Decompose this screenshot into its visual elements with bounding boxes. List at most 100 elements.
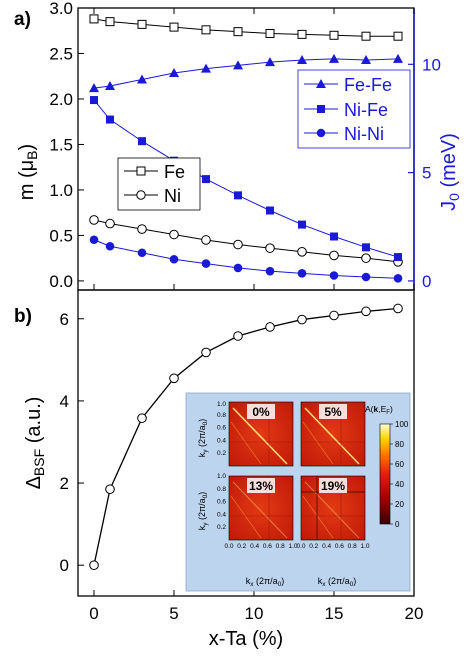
y-tick-label-b: 0	[60, 556, 69, 575]
y-tick-label-b: 2	[60, 474, 69, 493]
data-point-ni-fe	[234, 191, 242, 200]
legend-marker-ni	[136, 190, 146, 200]
inset-y-tick-label: 0.8	[217, 486, 226, 493]
data-point-ni-ni	[329, 271, 339, 280]
y-tick-label-a: 0.0	[49, 272, 73, 291]
panel-a-y-ticks: 0.0 0.5 1.0 1.5 2.0 2.5 3.0	[49, 0, 84, 291]
panel-a: 0.0 0.5 1.0 1.5 2.0 2.5 3.0 0 5 10 a) m (μB) J0 …	[14, 0, 462, 291]
inset-y-tick-label: 0.2	[217, 450, 226, 457]
legend-marker-fefe	[316, 79, 326, 88]
y2-tick-label-a: 10	[422, 55, 441, 74]
data-point-delta-bsf	[169, 373, 179, 384]
inset-x-tick-label: 0.8	[348, 543, 357, 550]
data-point-delta-bsf	[89, 560, 99, 570]
inset-x-tick-label: 0.4	[250, 543, 259, 550]
x-tick-label-b: 15	[325, 604, 344, 623]
data-point-ni-ni	[105, 241, 115, 251]
panel-a-series	[89, 14, 403, 283]
data-point-fe-fe	[137, 74, 147, 84]
inset-ky-label-top: ky (2π/a0)	[197, 419, 209, 458]
data-point-fe	[297, 29, 307, 39]
legend-box	[117, 157, 201, 211]
data-point-ni-fe	[394, 253, 402, 262]
data-point-delta-bsf	[361, 306, 371, 317]
data-point-fe	[169, 22, 179, 32]
inset: 0%0.20.40.60.81.05%13%0.20.40.60.81.00.0…	[185, 392, 411, 592]
y-tick-label-a: 0.5	[49, 226, 73, 245]
legend-fe-ni: Fe Ni	[117, 157, 201, 211]
map-label: 19%	[321, 479, 345, 493]
legend-label-ni: Ni	[164, 186, 181, 206]
x-axis-label: x-Ta (%)	[209, 628, 283, 650]
band-feature	[302, 421, 334, 465]
data-point-ni-fe	[330, 232, 338, 241]
inset-maps: 0%0.20.40.60.81.05%13%0.20.40.60.81.00.0…	[217, 401, 370, 550]
map-label-box	[247, 404, 275, 419]
x-tick-label-b: 10	[245, 604, 264, 623]
y-tick-label-b: 4	[60, 392, 69, 411]
panel-b-y-ticks: 0 2 4 6	[60, 310, 84, 575]
map-label: 13%	[249, 479, 273, 493]
band-feature	[304, 481, 360, 539]
data-point-ni-ni	[297, 269, 307, 278]
colorbar-ticks: 100 80 60 40 20 0	[390, 420, 409, 529]
y-axis-label-m: m (μB)	[16, 144, 40, 200]
panel-label-a: a)	[14, 9, 31, 30]
inset-y-tick-label: 0.2	[217, 524, 226, 531]
data-point-ni-ni	[361, 272, 371, 282]
inset-y-tick-label: 0.4	[217, 511, 226, 518]
band-feature	[232, 407, 288, 465]
data-point-delta-bsf	[137, 413, 147, 423]
data-point-ni-ni	[169, 254, 179, 264]
data-point-ni-ni	[89, 235, 99, 245]
data-point-fe	[201, 25, 211, 35]
y-tick-label-b: 6	[60, 310, 69, 329]
data-point-fe-fe	[89, 83, 99, 93]
y-tick-label-a: 2.0	[49, 90, 73, 109]
map-label-box	[319, 478, 347, 493]
data-point-ni-ni	[137, 248, 147, 258]
legend-jij: Fe-Fe Ni-Fe Ni-Ni	[297, 69, 411, 149]
data-point-fe-fe	[265, 57, 275, 67]
inset-x-tick-label: 0.0	[224, 543, 233, 550]
panel-b-x-ticks: 0 5 10 15 20	[89, 590, 423, 623]
inset-x-tick-label: 0.8	[276, 543, 285, 550]
inset-y-tick-label: 0.8	[217, 412, 226, 419]
data-point-ni-ni	[265, 266, 275, 276]
data-point-delta-bsf	[233, 331, 243, 341]
data-point-fe-fe	[329, 53, 339, 63]
inset-y-tick-label: 1.0	[217, 473, 226, 480]
data-point-delta-bsf	[265, 322, 275, 332]
inset-kx-label-left: kx (2π/a0)	[246, 576, 285, 588]
data-point-ni	[361, 253, 371, 263]
legend-marker-nife	[317, 105, 325, 113]
y-tick-label-a: 3.0	[49, 0, 73, 18]
legend-marker-fe	[136, 166, 146, 176]
panel-a-x-ticks	[93, 8, 415, 290]
data-point-ni-fe	[138, 137, 146, 146]
data-point-ni	[297, 246, 307, 257]
data-point-ni-fe	[106, 115, 114, 124]
data-point-delta-bsf	[105, 484, 115, 495]
data-point-fe-fe	[297, 54, 307, 64]
inset-x-tick-label: 0.6	[263, 543, 272, 550]
data-point-fe-fe	[169, 67, 179, 77]
y2-tick-label-a: 5	[422, 164, 431, 183]
inset-x-tick-label: 0.0	[296, 543, 305, 550]
inset-y-tick-label: 1.0	[217, 401, 226, 408]
x-tick-label-b: 0	[89, 604, 98, 623]
panel-a-y2-ticks: 0 5 10	[408, 55, 441, 291]
inset-x-tick-label: 1.0	[360, 543, 369, 550]
legend-label-nife: Ni-Fe	[344, 100, 388, 120]
data-point-fe-fe	[105, 80, 115, 90]
map-label: 0%	[252, 405, 270, 419]
y-tick-label-a: 1.0	[49, 181, 73, 200]
map-label-box	[247, 478, 275, 493]
data-point-delta-bsf	[329, 310, 339, 321]
data-point-ni	[169, 229, 179, 240]
data-point-fe-fe	[361, 54, 371, 64]
y-tick-label-a: 2.5	[49, 44, 73, 63]
inset-x-tick-label: 1.0	[288, 543, 297, 550]
colorbar	[379, 423, 391, 525]
